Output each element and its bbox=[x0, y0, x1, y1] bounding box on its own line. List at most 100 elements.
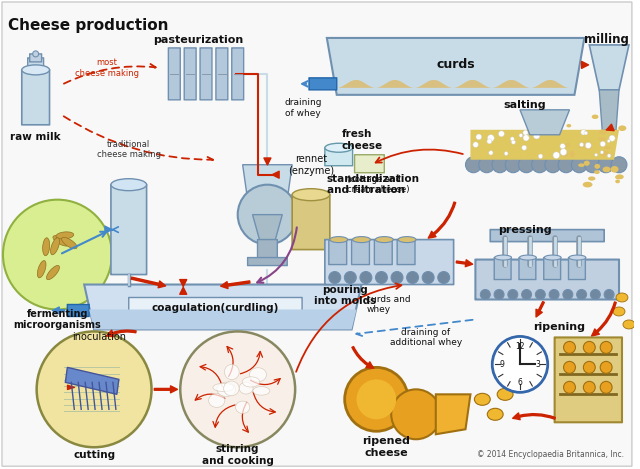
Ellipse shape bbox=[566, 124, 572, 128]
Circle shape bbox=[549, 289, 559, 300]
Circle shape bbox=[33, 51, 38, 57]
Circle shape bbox=[523, 130, 528, 135]
FancyBboxPatch shape bbox=[355, 155, 384, 173]
Ellipse shape bbox=[239, 382, 253, 394]
Ellipse shape bbox=[242, 377, 260, 387]
FancyBboxPatch shape bbox=[29, 54, 42, 62]
Circle shape bbox=[560, 149, 567, 155]
Ellipse shape bbox=[223, 381, 239, 396]
Ellipse shape bbox=[603, 166, 611, 172]
Circle shape bbox=[584, 131, 588, 135]
FancyArrowPatch shape bbox=[52, 307, 65, 314]
Ellipse shape bbox=[213, 383, 234, 392]
Circle shape bbox=[508, 289, 518, 300]
FancyArrowPatch shape bbox=[591, 302, 616, 336]
Ellipse shape bbox=[570, 151, 575, 158]
Circle shape bbox=[564, 381, 575, 393]
Ellipse shape bbox=[497, 388, 513, 401]
FancyArrowPatch shape bbox=[180, 287, 187, 294]
Polygon shape bbox=[465, 130, 624, 200]
Circle shape bbox=[581, 130, 586, 135]
FancyBboxPatch shape bbox=[325, 240, 454, 285]
Circle shape bbox=[580, 143, 584, 147]
FancyArrowPatch shape bbox=[180, 280, 187, 287]
FancyArrowPatch shape bbox=[264, 158, 271, 165]
Circle shape bbox=[523, 135, 529, 141]
FancyBboxPatch shape bbox=[329, 240, 347, 265]
Ellipse shape bbox=[544, 255, 561, 260]
FancyArrowPatch shape bbox=[131, 277, 166, 288]
FancyBboxPatch shape bbox=[519, 257, 536, 280]
Circle shape bbox=[3, 200, 112, 310]
Circle shape bbox=[344, 272, 356, 284]
FancyBboxPatch shape bbox=[325, 148, 353, 166]
Circle shape bbox=[345, 367, 408, 431]
Polygon shape bbox=[589, 45, 629, 90]
Text: curds: curds bbox=[436, 59, 475, 71]
Ellipse shape bbox=[563, 152, 569, 157]
Ellipse shape bbox=[588, 176, 595, 181]
Polygon shape bbox=[84, 285, 362, 329]
Ellipse shape bbox=[591, 114, 598, 119]
Ellipse shape bbox=[47, 265, 60, 280]
Circle shape bbox=[561, 150, 566, 155]
Text: most
cheese making: most cheese making bbox=[75, 58, 139, 77]
Ellipse shape bbox=[613, 307, 625, 316]
Circle shape bbox=[600, 141, 605, 147]
Text: milling: milling bbox=[584, 33, 629, 46]
Text: standardization
and filtration: standardization and filtration bbox=[327, 174, 420, 196]
Ellipse shape bbox=[398, 236, 416, 242]
FancyBboxPatch shape bbox=[129, 297, 302, 319]
Ellipse shape bbox=[569, 255, 586, 260]
Text: 6: 6 bbox=[518, 378, 522, 387]
Ellipse shape bbox=[51, 238, 60, 255]
Circle shape bbox=[473, 142, 478, 147]
Text: 3: 3 bbox=[536, 360, 540, 369]
Ellipse shape bbox=[616, 293, 628, 302]
Circle shape bbox=[560, 144, 565, 149]
Ellipse shape bbox=[325, 143, 353, 152]
FancyArrowPatch shape bbox=[456, 260, 473, 267]
FancyBboxPatch shape bbox=[184, 48, 196, 100]
Circle shape bbox=[487, 139, 492, 144]
Circle shape bbox=[518, 157, 534, 173]
Ellipse shape bbox=[623, 320, 635, 329]
Circle shape bbox=[584, 157, 600, 173]
FancyArrowPatch shape bbox=[106, 330, 136, 337]
FancyBboxPatch shape bbox=[2, 2, 632, 466]
FancyBboxPatch shape bbox=[168, 48, 180, 100]
FancyBboxPatch shape bbox=[67, 304, 89, 317]
Text: draining
of whey: draining of whey bbox=[284, 98, 322, 118]
Ellipse shape bbox=[236, 401, 250, 414]
Ellipse shape bbox=[615, 176, 621, 179]
Ellipse shape bbox=[566, 143, 570, 147]
Polygon shape bbox=[520, 110, 570, 135]
Text: coagulation(curdling): coagulation(curdling) bbox=[151, 303, 278, 313]
Circle shape bbox=[438, 272, 450, 284]
Ellipse shape bbox=[487, 408, 503, 420]
Text: raw milk: raw milk bbox=[10, 132, 61, 142]
Ellipse shape bbox=[225, 364, 239, 379]
Circle shape bbox=[536, 289, 545, 300]
Ellipse shape bbox=[611, 166, 618, 173]
Text: curds and
whey: curds and whey bbox=[367, 295, 411, 314]
Ellipse shape bbox=[292, 189, 330, 201]
FancyArrowPatch shape bbox=[513, 413, 556, 420]
Text: fresh
cheese: fresh cheese bbox=[342, 129, 383, 151]
Ellipse shape bbox=[604, 146, 611, 150]
Ellipse shape bbox=[253, 386, 270, 395]
Polygon shape bbox=[89, 310, 356, 329]
FancyArrowPatch shape bbox=[154, 386, 177, 393]
Circle shape bbox=[505, 157, 521, 173]
FancyArrowPatch shape bbox=[606, 124, 614, 131]
Text: cutting: cutting bbox=[73, 450, 115, 460]
Ellipse shape bbox=[22, 65, 49, 75]
Circle shape bbox=[492, 157, 508, 173]
Ellipse shape bbox=[598, 137, 606, 141]
Circle shape bbox=[522, 289, 532, 300]
Polygon shape bbox=[327, 38, 584, 95]
Circle shape bbox=[595, 153, 598, 156]
Circle shape bbox=[584, 362, 595, 373]
Ellipse shape bbox=[579, 144, 584, 148]
Ellipse shape bbox=[111, 179, 147, 191]
